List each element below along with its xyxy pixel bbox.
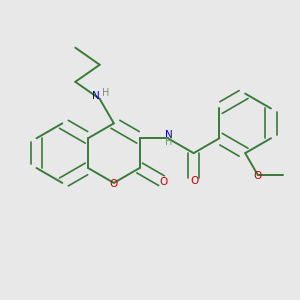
Text: O: O [110, 179, 118, 190]
Text: O: O [159, 177, 167, 187]
Text: O: O [254, 171, 262, 181]
Text: H: H [165, 137, 172, 147]
Text: N: N [165, 130, 173, 140]
Text: H: H [102, 88, 109, 98]
Text: N: N [92, 92, 100, 101]
Text: O: O [190, 176, 199, 186]
